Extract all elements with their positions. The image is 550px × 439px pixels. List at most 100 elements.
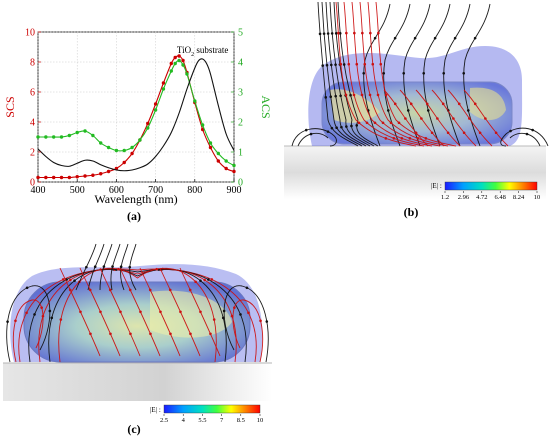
data-point-acs — [130, 145, 134, 150]
field-line-marker — [386, 109, 390, 112]
data-point-acs — [91, 133, 95, 138]
field-line — [223, 285, 269, 363]
field-line-marker — [525, 132, 529, 136]
field-line — [415, 89, 461, 147]
data-point-acs — [114, 148, 119, 153]
field-line-marker — [473, 102, 477, 106]
colorbar-c-gradient — [163, 404, 261, 414]
field-line-marker — [360, 93, 364, 97]
field-line-marker — [339, 94, 342, 98]
field-line-marker — [384, 93, 388, 97]
field-line-marker — [340, 125, 343, 129]
x-tick-label: 500 — [70, 185, 85, 196]
field-line-marker — [379, 62, 383, 66]
field-line-marker — [194, 280, 197, 284]
field-line-marker — [422, 71, 426, 75]
data-point-acs — [51, 135, 56, 139]
data-point-scs — [177, 54, 181, 58]
field-line — [333, 1, 375, 147]
field-line — [139, 267, 181, 357]
field-line — [28, 268, 247, 363]
field-line-marker — [40, 306, 43, 309]
field-line-marker — [361, 31, 364, 35]
field-line — [317, 1, 359, 147]
data-point-acs — [153, 108, 158, 112]
field-line-marker — [446, 131, 450, 135]
y-left-tick-labels: 0 2 4 6 8 10 — [25, 28, 41, 189]
field-line-marker — [207, 278, 210, 281]
y-right-tick-label: 1 — [238, 148, 243, 159]
field-line-marker — [376, 93, 380, 97]
field-line-marker — [409, 102, 413, 106]
field-line-marker — [345, 125, 348, 128]
field-line-marker — [245, 286, 249, 290]
field-line-marker — [416, 137, 420, 140]
y-right-tick-label: 2 — [238, 118, 243, 129]
y-left-tick-label: 0 — [30, 178, 35, 189]
data-point-acs — [200, 123, 205, 127]
field-line — [321, 1, 363, 147]
field-line-marker — [362, 71, 366, 75]
data-point-scs — [99, 172, 103, 176]
substrate-c — [3, 363, 272, 401]
field-line-marker — [203, 278, 206, 282]
panel-label-a: (a) — [127, 209, 141, 223]
field-lines-c — [6, 243, 269, 363]
field-line-marker — [335, 126, 338, 130]
field-line-marker — [128, 265, 132, 269]
field-line — [399, 89, 445, 147]
field-line — [119, 267, 161, 357]
field-line-marker — [239, 313, 242, 316]
field-line — [75, 243, 97, 291]
field-line-marker — [209, 332, 212, 336]
field-line-marker — [384, 137, 388, 140]
data-point-scs — [130, 151, 134, 156]
y-left-tick-label: 10 — [25, 28, 35, 39]
field-line-marker — [111, 265, 114, 268]
substrate-b — [284, 146, 546, 199]
field-line-marker — [353, 31, 356, 35]
field-line-marker — [179, 310, 182, 314]
field-line-marker — [363, 62, 367, 66]
field-line — [38, 269, 237, 363]
field-line-marker — [148, 288, 152, 292]
series-line-substrate — [37, 58, 235, 172]
y-left-tick-label: 2 — [30, 148, 35, 159]
series-group — [36, 54, 236, 180]
panel-label-b: (b) — [404, 205, 419, 219]
data-point-scs — [153, 102, 158, 106]
y-right-tick-label: 3 — [238, 88, 243, 99]
data-point-scs — [106, 169, 111, 174]
field-line-marker — [371, 62, 375, 66]
field-line-marker — [355, 62, 359, 66]
field-line-marker — [169, 332, 172, 336]
field-line-marker — [393, 36, 397, 40]
data-point-scs — [59, 175, 64, 180]
field-line-marker — [349, 93, 352, 97]
colorbar-tick-label: 7 — [220, 417, 224, 424]
field-line-marker — [452, 117, 455, 120]
field-line-marker — [329, 95, 333, 99]
field-line — [99, 243, 113, 291]
data-point-scs — [232, 169, 236, 174]
data-point-scs — [169, 61, 173, 66]
x-tick-label: 900 — [227, 185, 242, 196]
field-line-marker — [326, 32, 330, 35]
nanoparticle-b — [321, 81, 513, 145]
field-line-marker — [93, 265, 97, 269]
field-line — [99, 267, 141, 357]
field-line-marker — [168, 288, 172, 292]
colorbar-b-title: |E| : — [431, 182, 442, 190]
data-point-scs — [36, 175, 40, 180]
colorbar-b-gradient — [444, 181, 538, 191]
data-point-acs — [224, 159, 228, 163]
field-line-marker — [466, 109, 470, 112]
field-line-marker — [381, 121, 385, 125]
field-line-marker — [400, 137, 404, 140]
field-line-marker — [59, 318, 63, 321]
field-line-marker — [337, 31, 340, 35]
field-line-marker — [69, 278, 72, 282]
colorbar-tick-label: 2.96 — [458, 194, 470, 201]
colorbar-tick-label: 2.5 — [160, 417, 168, 424]
colorbar-tick-label: 4.72 — [476, 194, 487, 201]
